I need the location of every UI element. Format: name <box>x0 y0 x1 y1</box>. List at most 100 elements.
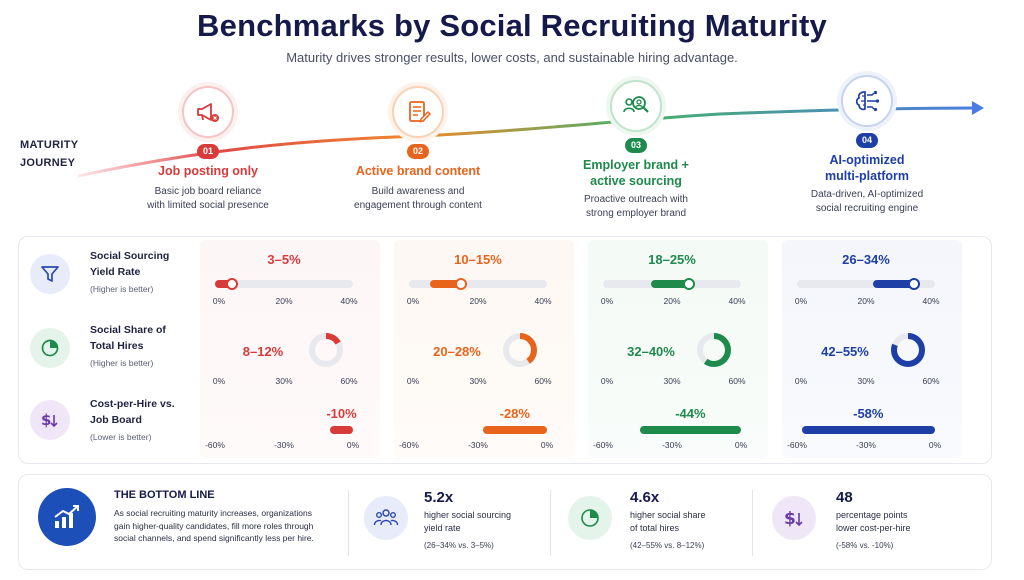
metric-value: 8–12% <box>242 344 284 359</box>
stage-name: Employer brand + active sourcing <box>583 158 689 188</box>
tick-label: 30% <box>663 376 681 386</box>
axis-ticks: 0% 20% 40% <box>601 296 746 308</box>
dollar-down-icon: $ <box>30 400 70 440</box>
tick-label: 20% <box>663 296 681 306</box>
donut-gauge <box>891 333 925 367</box>
pie-chart-icon <box>568 496 612 540</box>
range-track <box>797 278 935 290</box>
range-track <box>409 278 547 290</box>
column-bg-stage-4 <box>782 240 962 458</box>
bottom-line-panel <box>18 474 992 570</box>
metric-note: (Higher is better) <box>90 284 154 294</box>
donut-fill <box>503 333 537 367</box>
stage-1: 01 Job posting only Basic job board reli… <box>108 86 308 213</box>
stat-description: higher social sourcing yield rate <box>424 510 512 533</box>
tick-label: 0% <box>406 376 420 386</box>
bottom-line-title: THE BOTTOM LINE <box>114 489 215 501</box>
metric-value: 32–40% <box>627 344 675 359</box>
megaphone-icon <box>182 86 234 138</box>
tick-label: 0% <box>600 376 614 386</box>
metric-name: Social Sourcing Yield Rate <box>90 250 170 278</box>
range-track <box>603 278 741 290</box>
page-title: Benchmarks by Social Recruiting Maturity <box>197 8 827 43</box>
tick-label: -30% <box>856 440 876 450</box>
stage-description: Proactive outreach with strong employer b… <box>584 194 688 219</box>
range-fill <box>215 280 237 288</box>
range-track <box>603 426 741 434</box>
tick-label: 0% <box>600 296 614 306</box>
metric-value: 10–15% <box>454 252 502 267</box>
stage-number: 02 <box>407 144 429 159</box>
stage-name: AI-optimized multi-platform <box>824 153 910 183</box>
tick-label: 60% <box>534 376 552 386</box>
stat-value: 5.2x <box>424 489 454 506</box>
tick-label: -60% <box>787 440 807 450</box>
stat-description: higher social share of total hires <box>630 510 706 533</box>
stage-number: 01 <box>197 144 219 159</box>
tick-label: -30% <box>468 440 488 450</box>
metric-value: 42–55% <box>821 344 869 359</box>
svg-text:$: $ <box>41 411 51 429</box>
range-track <box>215 278 353 290</box>
range-fill <box>872 280 919 288</box>
stage-4: 04 AI-optimized multi-platform Data-drive… <box>767 75 967 216</box>
tick-label: 0% <box>346 440 360 450</box>
pie-chart-icon <box>30 328 70 368</box>
axis-ticks: 0% 20% 40% <box>795 296 940 308</box>
svg-text:$: $ <box>784 509 796 529</box>
stage-description: Basic job board reliance with limited soc… <box>147 186 269 211</box>
dollar-down-icon: $ <box>772 496 816 540</box>
axis-ticks: -60% -30% 0% <box>593 440 747 452</box>
metric-name: Social Share of Total Hires <box>90 324 166 352</box>
stat-note: (42–55% vs. 8–12%) <box>630 541 705 550</box>
tick-label: 40% <box>534 296 552 306</box>
axis-ticks: 0% 30% 60% <box>601 376 746 388</box>
range-fill <box>801 426 935 434</box>
divider <box>550 490 551 556</box>
stage-2: 02 Active brand content Build awareness … <box>318 86 518 213</box>
tick-label: 0% <box>794 296 808 306</box>
axis-ticks: 0% 20% 40% <box>407 296 552 308</box>
metric-value: -28% <box>499 406 530 421</box>
tick-label: 0% <box>734 440 748 450</box>
tick-label: 60% <box>922 376 940 386</box>
stat-description: percentage points lower cost-per-hire <box>836 510 911 533</box>
tick-label: 0% <box>212 296 226 306</box>
stage-number: 03 <box>625 138 647 153</box>
tick-label: 0% <box>212 376 226 386</box>
stage-3: 03 Employer brand + active sourcing Proac… <box>536 80 736 221</box>
metric-value: 3–5% <box>267 252 301 267</box>
stat-note: (26–34% vs. 3–5%) <box>424 541 494 550</box>
range-track <box>409 426 547 434</box>
axis-ticks: 0% 30% 60% <box>795 376 940 388</box>
donut-gauge <box>309 333 343 367</box>
divider <box>752 490 753 556</box>
stage-name: Job posting only <box>158 164 258 178</box>
tick-label: 30% <box>857 376 875 386</box>
ai-brain-icon <box>841 75 893 127</box>
funnel-icon <box>30 254 70 294</box>
metric-value: -58% <box>853 406 884 421</box>
tick-label: 20% <box>469 296 487 306</box>
range-knob <box>226 278 239 290</box>
tick-label: 0% <box>406 296 420 306</box>
stage-description: Data-driven, AI-optimized social recruiti… <box>810 189 924 214</box>
stat-note: (-58% vs. -10%) <box>836 541 894 550</box>
range-fill <box>651 280 694 288</box>
axis-ticks: 0% 30% 60% <box>213 376 358 388</box>
donut-gauge <box>503 333 537 367</box>
tick-label: 20% <box>275 296 293 306</box>
metric-value: 26–34% <box>842 252 890 267</box>
donut-gauge <box>697 333 731 367</box>
people-group-icon <box>364 496 408 540</box>
range-fill <box>482 426 547 434</box>
range-knob <box>908 278 921 290</box>
stage-name: Active brand content <box>355 164 481 178</box>
donut-fill <box>891 333 925 367</box>
range-fill <box>639 426 741 434</box>
tick-label: -60% <box>399 440 419 450</box>
column-bg-stage-2 <box>394 240 574 458</box>
tick-label: -30% <box>274 440 294 450</box>
axis-ticks: -60% -30% 0% <box>787 440 941 452</box>
metric-name: Cost-per-Hire vs. Job Board <box>90 398 175 426</box>
